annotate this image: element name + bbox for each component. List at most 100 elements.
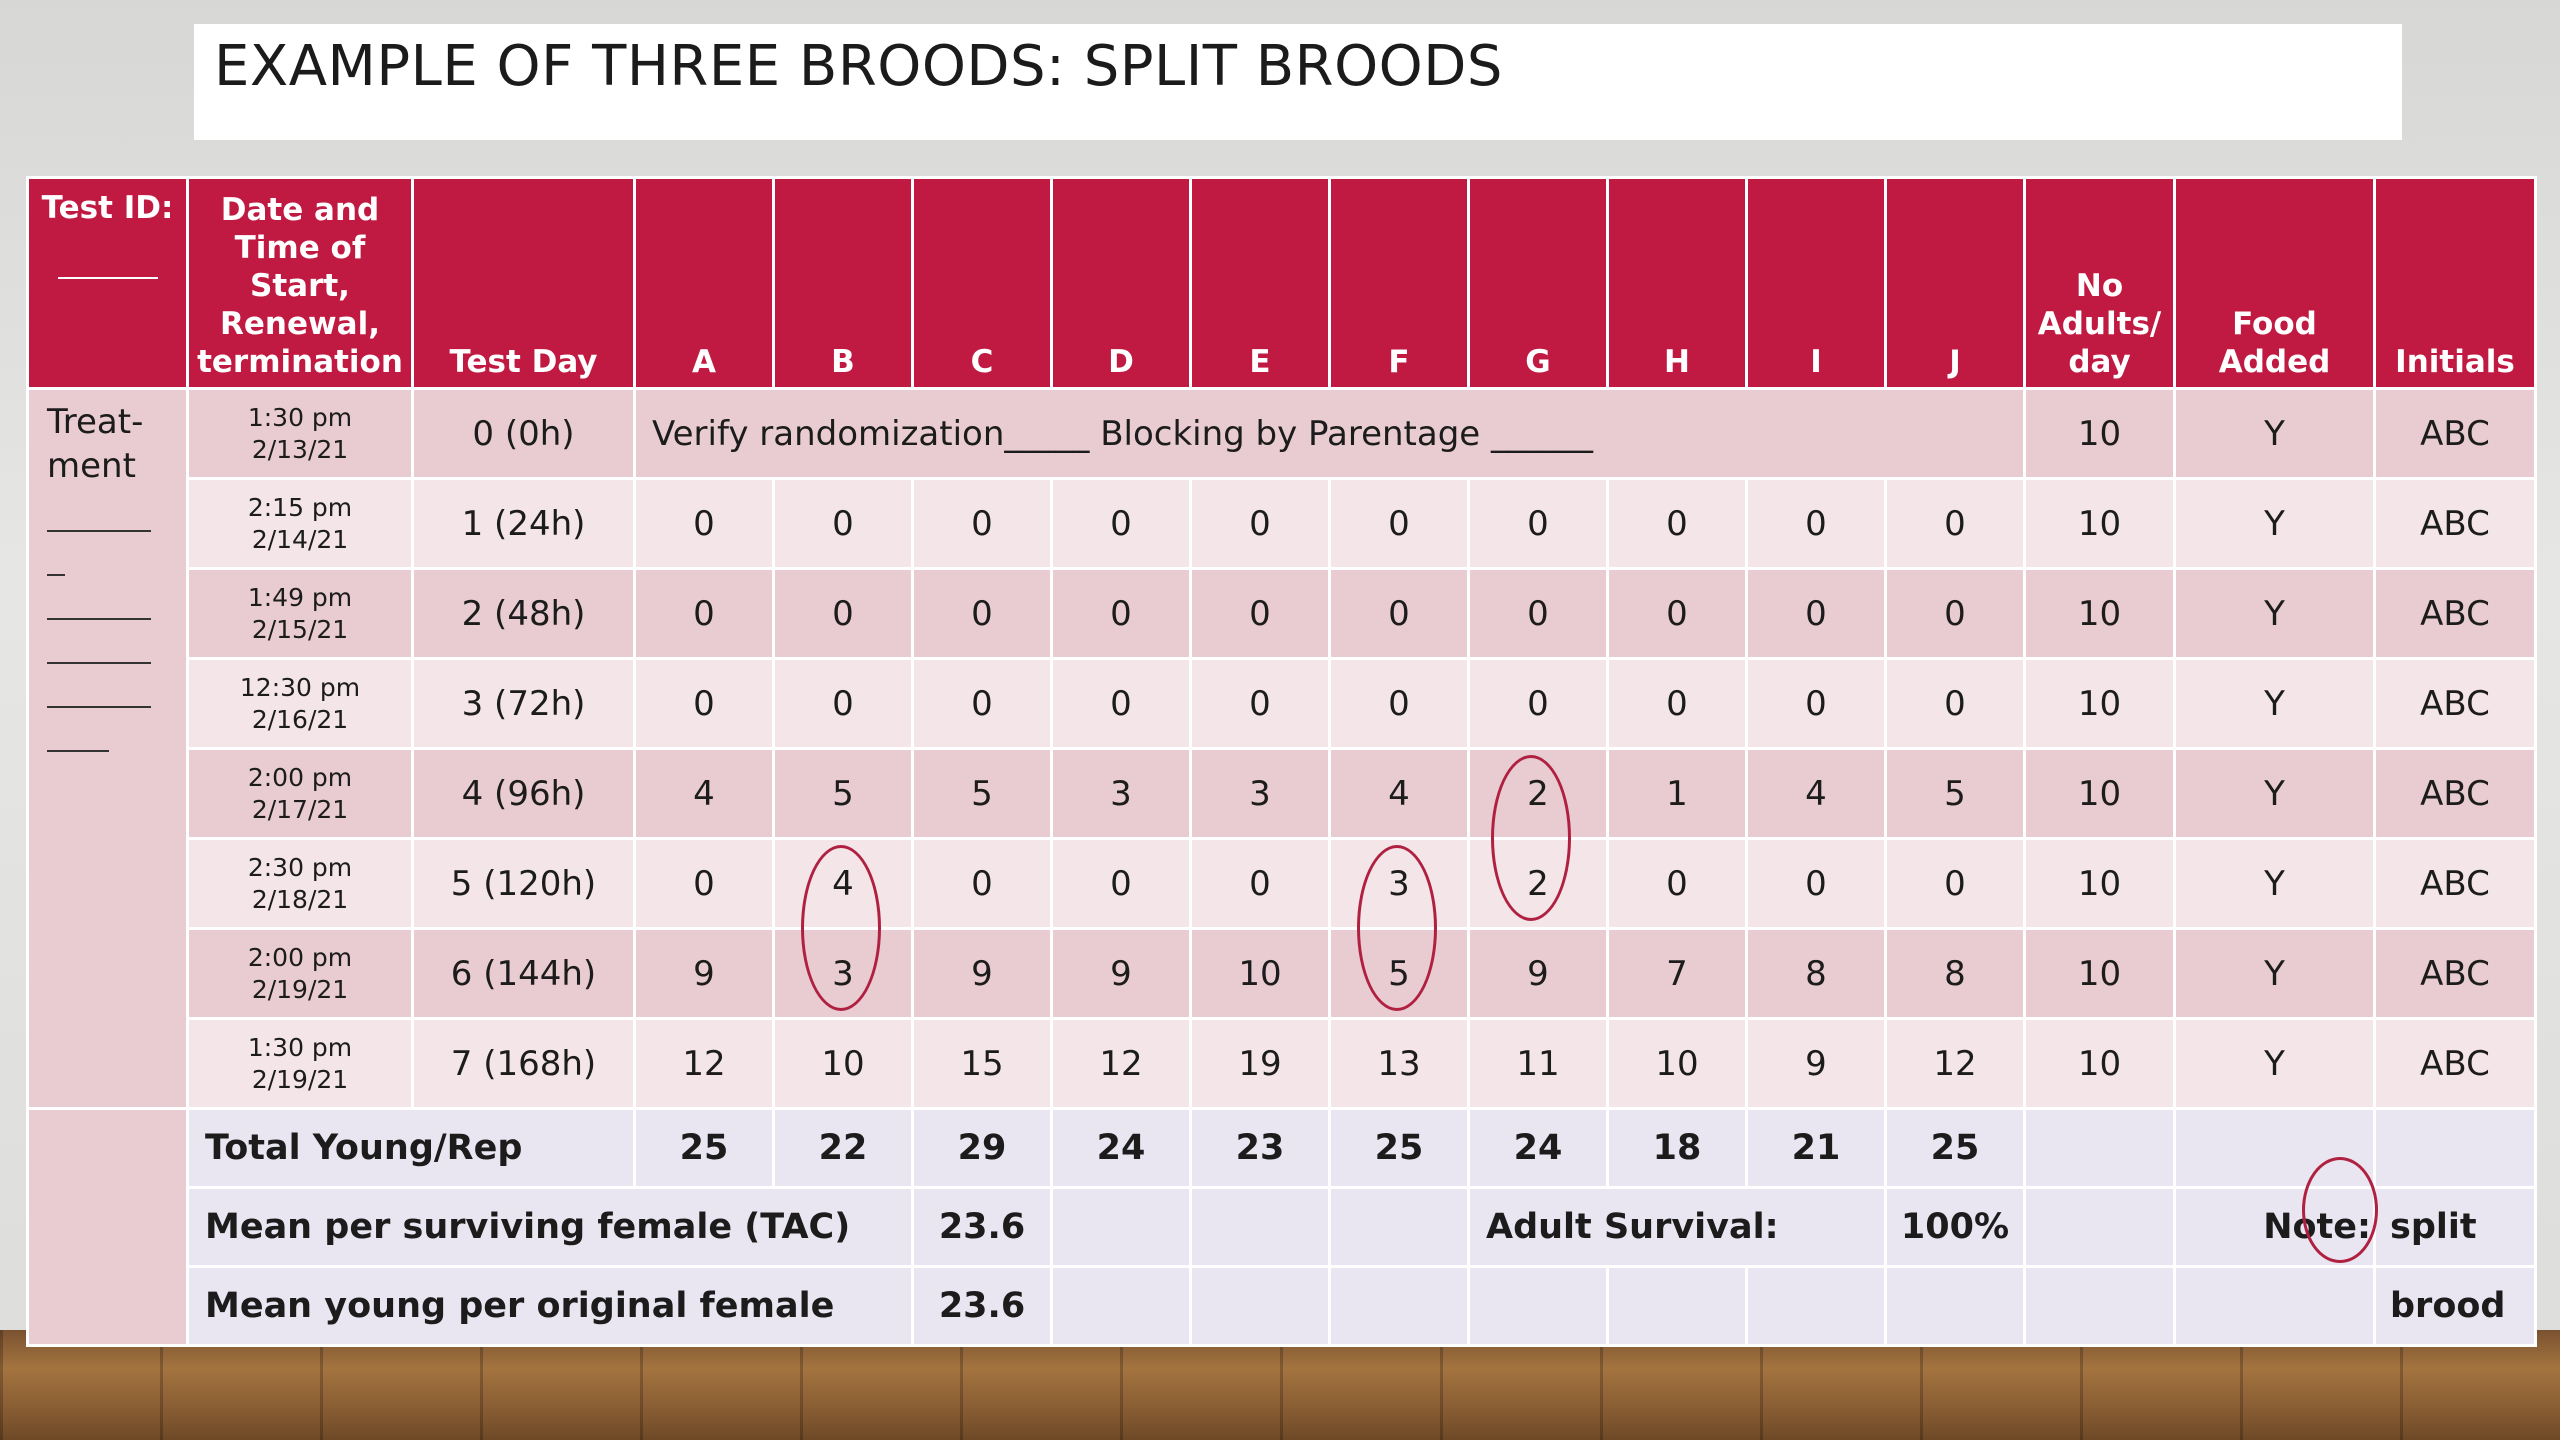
rep-d-cell: 0: [1050, 837, 1192, 930]
brood-table-wrapper: Test ID: Date and Time of Start, Renewal…: [26, 176, 2537, 1347]
rep-i-cell: 0: [1745, 477, 1887, 570]
rep-c-cell: 0: [911, 567, 1053, 660]
blank-line: [47, 664, 151, 708]
empty-cell: [1328, 1265, 1470, 1347]
empty-cell: [2173, 1107, 2376, 1189]
treatment-label: Treat-: [47, 402, 144, 442]
header-initials: Initials: [2373, 176, 2537, 390]
header-rep-g: G: [1467, 176, 1609, 390]
total-c: 29: [911, 1107, 1053, 1189]
survival-value: 100%: [1884, 1186, 2026, 1268]
brood-data-table: Test ID: Date and Time of Start, Renewal…: [26, 176, 2537, 1347]
rep-g-cell: 0: [1467, 477, 1609, 570]
mean-tac-label: Mean per surviving female (TAC): [186, 1186, 914, 1268]
rep-i-cell: 0: [1745, 567, 1887, 660]
rep-a-cell: 9: [633, 927, 775, 1020]
header-adults-line: Adults/: [2037, 306, 2162, 342]
rep-e-cell: 19: [1189, 1017, 1331, 1110]
adults-cell: 10: [2023, 1017, 2176, 1110]
blank-line: [47, 532, 65, 576]
rep-j-cell: 0: [1884, 477, 2026, 570]
slide-title-box: EXAMPLE OF THREE BROODS: SPLIT BROODS: [194, 24, 2402, 140]
row-date: 2/15/21: [251, 614, 349, 644]
food-cell: Y: [2173, 387, 2376, 480]
total-a: 25: [633, 1107, 775, 1189]
initials-cell: ABC: [2373, 747, 2537, 840]
empty-cell: [1745, 1265, 1887, 1347]
row-time: 2:15 pm: [247, 492, 353, 522]
food-cell: Y: [2173, 657, 2376, 750]
adults-cell: 10: [2023, 657, 2176, 750]
treatment-cell: Treat- ment: [26, 387, 189, 1110]
empty-cell: [1189, 1186, 1331, 1268]
date-cell: 2:00 pm 2/17/21: [186, 747, 414, 840]
header-date-line: Date and: [220, 192, 380, 228]
total-d: 24: [1050, 1107, 1192, 1189]
rep-f-cell: 0: [1328, 477, 1470, 570]
initials-cell: ABC: [2373, 657, 2537, 750]
initials-cell: ABC: [2373, 477, 2537, 570]
row-date: 2/13/21: [251, 434, 349, 464]
survival-label: Adult Survival:: [1467, 1186, 1887, 1268]
note-brood: brood: [2373, 1265, 2537, 1347]
blank-line: [47, 488, 151, 532]
empty-cell: [2023, 1186, 2176, 1268]
rep-c-cell: 0: [911, 837, 1053, 930]
rep-b-cell: 4: [772, 837, 914, 930]
header-rep-e: E: [1189, 176, 1331, 390]
table-row: 1:49 pm 2/15/21 2 (48h) 0 0 0 0 0 0 0 0 0 0 10 Y ABC: [28, 567, 2537, 660]
rep-a-cell: 12: [633, 1017, 775, 1110]
rep-h-cell: 10: [1606, 1017, 1748, 1110]
rep-j-cell: 8: [1884, 927, 2026, 1020]
rep-h-cell: 0: [1606, 657, 1748, 750]
total-f: 25: [1328, 1107, 1470, 1189]
header-rep-h: H: [1606, 176, 1748, 390]
food-cell: Y: [2173, 1017, 2376, 1110]
rep-b-cell: 0: [772, 567, 914, 660]
header-rep-f: F: [1328, 176, 1470, 390]
header-food-line: Food: [2232, 306, 2317, 342]
rep-a-cell: 0: [633, 657, 775, 750]
row-time: 2:00 pm: [247, 762, 353, 792]
initials-cell: ABC: [2373, 1017, 2537, 1110]
rep-j-cell: 0: [1884, 657, 2026, 750]
food-cell: Y: [2173, 567, 2376, 660]
rep-h-cell: 0: [1606, 837, 1748, 930]
rep-b-cell: 3: [772, 927, 914, 1020]
rep-f-cell: 3: [1328, 837, 1470, 930]
header-date: Date and Time of Start, Renewal, termina…: [186, 176, 414, 390]
initials-cell: ABC: [2373, 387, 2537, 480]
table-row: 2:30 pm 2/18/21 5 (120h) 0 4 0 0 0 3 2 0 0 0 10 Y ABC: [28, 837, 2537, 930]
food-cell: Y: [2173, 837, 2376, 930]
rep-i-cell: 0: [1745, 657, 1887, 750]
date-cell: 12:30 pm 2/16/21: [186, 657, 414, 750]
initials-cell: ABC: [2373, 927, 2537, 1020]
food-cell: Y: [2173, 927, 2376, 1020]
treatment-cell-continued: [26, 1107, 189, 1347]
rep-b-cell: 0: [772, 477, 914, 570]
empty-cell: [1328, 1186, 1470, 1268]
table-row: 2:00 pm 2/17/21 4 (96h) 4 5 5 3 3 4 2 1 4 5 10 Y ABC: [28, 747, 2537, 840]
rep-h-cell: 1: [1606, 747, 1748, 840]
test-day-cell: 2 (48h): [411, 567, 636, 660]
header-date-line: Renewal,: [220, 306, 380, 342]
rep-e-cell: 0: [1189, 837, 1331, 930]
rep-j-cell: 5: [1884, 747, 2026, 840]
row-date: 2/17/21: [251, 794, 349, 824]
test-id-label: Test ID:: [41, 190, 174, 226]
rep-e-cell: 0: [1189, 567, 1331, 660]
empty-cell: [1606, 1265, 1748, 1347]
test-id-blank: [57, 277, 158, 279]
rep-d-cell: 3: [1050, 747, 1192, 840]
empty-cell: [2373, 1107, 2537, 1189]
table-row: Treat- ment 1:30 pm 2/13/21 0 (0h) Verify…: [26, 387, 2537, 1110]
rep-c-cell: 9: [911, 927, 1053, 1020]
rep-g-cell: 2: [1467, 747, 1609, 840]
date-cell: 1:30 pm 2/13/21: [186, 387, 414, 480]
empty-cell: [2173, 1265, 2376, 1347]
rep-c-cell: 0: [911, 477, 1053, 570]
rep-j-cell: 0: [1884, 567, 2026, 660]
initials-cell: ABC: [2373, 837, 2537, 930]
blank-line: [47, 576, 151, 620]
mean-tac-value: 23.6: [911, 1186, 1053, 1268]
